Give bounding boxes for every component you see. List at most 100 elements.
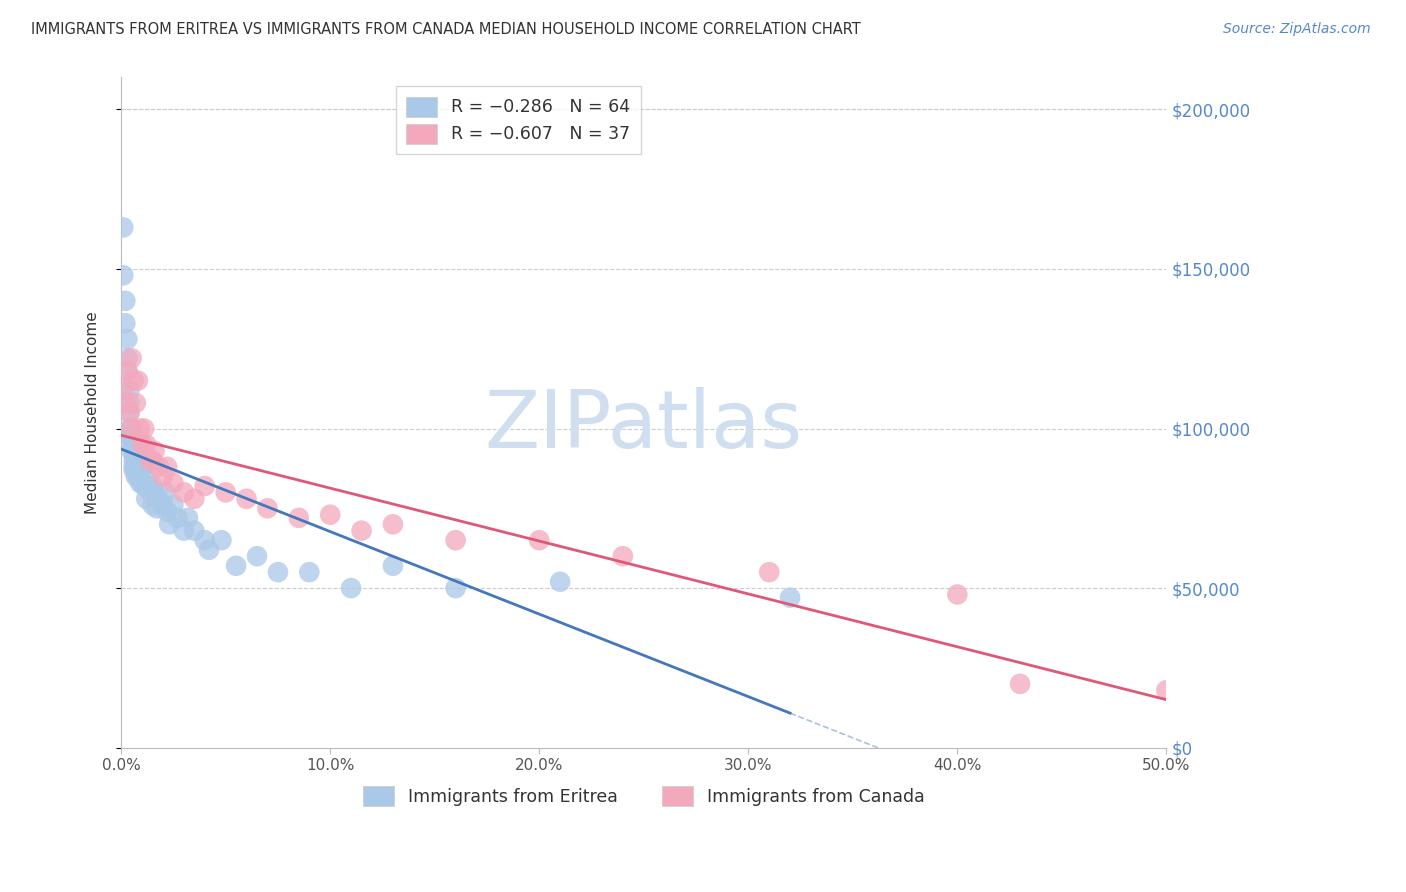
- Point: [143, 443, 166, 458]
- Point: [145, 501, 167, 516]
- Text: Source: ZipAtlas.com: Source: ZipAtlas.com: [1223, 22, 1371, 37]
- Point: [125, 437, 148, 451]
- Point: [779, 591, 801, 605]
- Point: [194, 533, 217, 548]
- Point: [121, 443, 143, 458]
- Point: [121, 351, 143, 366]
- Point: [118, 421, 141, 435]
- Point: [117, 364, 139, 378]
- Point: [122, 453, 145, 467]
- Point: [143, 485, 166, 500]
- Point: [131, 459, 153, 474]
- Point: [134, 421, 156, 435]
- Point: [157, 517, 180, 532]
- Point: [612, 549, 634, 564]
- Point: [148, 459, 170, 474]
- Point: [139, 453, 162, 467]
- Text: ZIPatlas: ZIPatlas: [485, 387, 803, 465]
- Point: [173, 485, 195, 500]
- Point: [444, 533, 467, 548]
- Point: [177, 511, 200, 525]
- Point: [211, 533, 233, 548]
- Point: [198, 542, 221, 557]
- Point: [166, 511, 188, 525]
- Point: [117, 364, 139, 378]
- Point: [173, 524, 195, 538]
- Point: [153, 485, 176, 500]
- Point: [444, 581, 467, 595]
- Point: [122, 463, 145, 477]
- Point: [129, 475, 152, 490]
- Point: [529, 533, 551, 548]
- Point: [125, 396, 148, 410]
- Point: [1010, 677, 1032, 691]
- Point: [235, 491, 257, 506]
- Point: [125, 459, 148, 474]
- Point: [1156, 683, 1178, 698]
- Point: [152, 469, 174, 483]
- Point: [114, 293, 136, 308]
- Point: [183, 491, 205, 506]
- Point: [298, 565, 321, 579]
- Point: [214, 485, 236, 500]
- Point: [256, 501, 278, 516]
- Point: [114, 316, 136, 330]
- Point: [122, 447, 145, 461]
- Point: [183, 524, 205, 538]
- Point: [152, 498, 174, 512]
- Point: [135, 473, 157, 487]
- Point: [121, 421, 143, 435]
- Point: [129, 463, 152, 477]
- Point: [127, 469, 149, 483]
- Point: [156, 504, 179, 518]
- Point: [381, 558, 404, 573]
- Point: [125, 447, 148, 461]
- Point: [129, 453, 152, 467]
- Point: [127, 453, 149, 467]
- Point: [122, 459, 145, 474]
- Point: [139, 485, 162, 500]
- Point: [162, 498, 184, 512]
- Point: [118, 396, 141, 410]
- Point: [135, 491, 157, 506]
- Point: [148, 491, 170, 506]
- Y-axis label: Median Household Income: Median Household Income: [86, 311, 100, 514]
- Point: [131, 437, 153, 451]
- Point: [136, 479, 159, 493]
- Text: IMMIGRANTS FROM ERITREA VS IMMIGRANTS FROM CANADA MEDIAN HOUSEHOLD INCOME CORREL: IMMIGRANTS FROM ERITREA VS IMMIGRANTS FR…: [31, 22, 860, 37]
- Point: [122, 374, 145, 388]
- Point: [134, 479, 156, 493]
- Point: [194, 479, 217, 493]
- Point: [141, 479, 163, 493]
- Point: [288, 511, 311, 525]
- Point: [127, 374, 149, 388]
- Point: [112, 220, 135, 235]
- Point: [381, 517, 404, 532]
- Point: [267, 565, 290, 579]
- Point: [225, 558, 247, 573]
- Legend: Immigrants from Eritrea, Immigrants from Canada: Immigrants from Eritrea, Immigrants from…: [356, 779, 931, 813]
- Point: [350, 524, 373, 538]
- Point: [117, 351, 139, 366]
- Point: [121, 437, 143, 451]
- Point: [246, 549, 269, 564]
- Point: [118, 406, 141, 420]
- Point: [121, 421, 143, 435]
- Point: [112, 383, 135, 397]
- Point: [758, 565, 780, 579]
- Point: [117, 332, 139, 346]
- Point: [121, 431, 143, 445]
- Point: [118, 383, 141, 397]
- Point: [131, 475, 153, 490]
- Point: [162, 475, 184, 490]
- Point: [141, 498, 163, 512]
- Point: [946, 587, 969, 601]
- Point: [112, 268, 135, 283]
- Point: [129, 421, 152, 435]
- Point: [340, 581, 363, 595]
- Point: [114, 396, 136, 410]
- Point: [319, 508, 342, 522]
- Point: [156, 459, 179, 474]
- Point: [118, 406, 141, 420]
- Point: [548, 574, 571, 589]
